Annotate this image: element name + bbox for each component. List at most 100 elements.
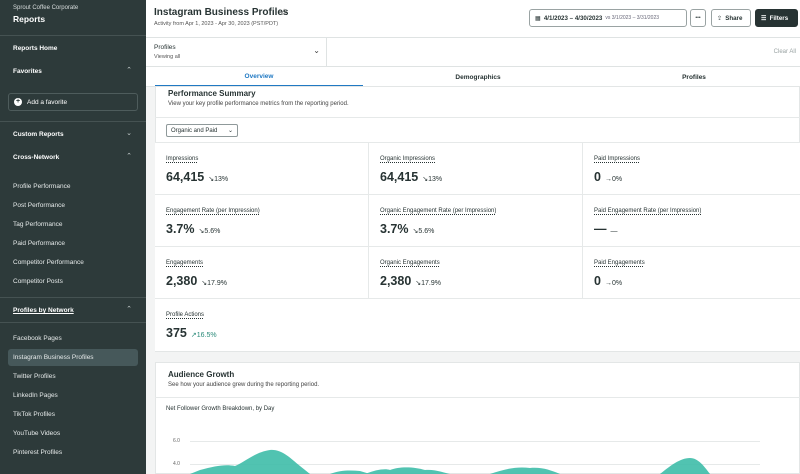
metric-label[interactable]: Paid Engagement Rate (per Impression) bbox=[594, 208, 702, 214]
profiles-selector[interactable]: Profiles Viewing all ⌄ bbox=[146, 38, 327, 67]
metric-label[interactable]: Organic Engagement Rate (per Impression) bbox=[380, 208, 497, 214]
clear-all-link[interactable]: Clear All bbox=[773, 49, 796, 55]
metric-value: 2,380 ↘17.9% bbox=[380, 274, 441, 288]
custom-reports-heading[interactable]: Custom Reports bbox=[13, 131, 64, 138]
metric-label[interactable]: Engagements bbox=[166, 260, 204, 266]
metric-label[interactable]: Organic Impressions bbox=[380, 156, 436, 162]
metric-number: 2,380 bbox=[166, 274, 198, 288]
metric-change: — bbox=[610, 228, 618, 235]
follower-growth-area-chart bbox=[190, 449, 710, 474]
metric-label[interactable]: Profile Actions bbox=[166, 312, 205, 318]
audience-subtitle: See how your audience grew during the re… bbox=[168, 382, 320, 388]
metric-number: 3.7% bbox=[380, 222, 409, 236]
more-icon: ••• bbox=[695, 15, 701, 21]
metric-number: 375 bbox=[166, 326, 187, 340]
sidebar-item-tiktok-profiles[interactable]: TikTok Profiles bbox=[13, 411, 56, 418]
sidebar-item-post-performance[interactable]: Post Performance bbox=[13, 202, 66, 209]
metric-change: ↘17.9% bbox=[201, 280, 227, 287]
profiles-label: Profiles bbox=[154, 44, 176, 51]
metric-organic-engagement-rate: Organic Engagement Rate (per Impression)… bbox=[369, 194, 583, 246]
sidebar-item-twitter-profiles[interactable]: Twitter Profiles bbox=[13, 373, 56, 380]
metric-value: 3.7% ↘5.6% bbox=[166, 222, 220, 236]
chevron-up-icon[interactable]: ⌃ bbox=[126, 67, 132, 74]
activity-range: Activity from Apr 1, 2023 - Apr 30, 2023… bbox=[154, 21, 279, 27]
tab-profiles[interactable]: Profiles bbox=[682, 73, 706, 81]
divider bbox=[0, 121, 146, 122]
sidebar-item-youtube-videos[interactable]: YouTube Videos bbox=[13, 430, 61, 437]
tab-bar: Overview Demographics Profiles bbox=[146, 67, 800, 87]
divider bbox=[155, 397, 800, 398]
metrics-grid: Impressions 64,415 ↘13% Organic Impressio… bbox=[155, 142, 800, 351]
metric-label[interactable]: Impressions bbox=[166, 156, 199, 162]
metric-paid-engagements: Paid Engagements 0 →0% bbox=[583, 246, 800, 298]
filters-icon: ☰ bbox=[761, 14, 767, 22]
metric-change: ↗16.5% bbox=[190, 332, 217, 339]
metric-number: 0 bbox=[594, 274, 601, 288]
metric-label[interactable]: Paid Impressions bbox=[594, 156, 641, 162]
plus-circle-icon: + bbox=[14, 98, 22, 106]
sidebar-item-reports-home[interactable]: Reports Home bbox=[13, 45, 58, 52]
sidebar-item-pinterest-profiles[interactable]: Pinterest Profiles bbox=[13, 449, 63, 456]
metric-change: ↘13% bbox=[208, 176, 229, 183]
sidebar-item-competitor-performance[interactable]: Competitor Performance bbox=[13, 259, 84, 266]
chevron-down-icon: ⌄ bbox=[313, 46, 320, 55]
metric-profile-actions: Profile Actions 375 ↗16.5% bbox=[155, 298, 800, 351]
y-tick-label: 6.0 bbox=[173, 438, 180, 444]
metric-label[interactable]: Paid Engagements bbox=[594, 260, 645, 266]
sidebar-item-profile-performance[interactable]: Profile Performance bbox=[13, 183, 71, 190]
sidebar: Sprout Coffee Corporate Reports Reports … bbox=[0, 0, 146, 474]
profiles-sub: Viewing all bbox=[154, 54, 181, 60]
sidebar-title[interactable]: Reports bbox=[13, 14, 46, 24]
filters-label: Filters bbox=[769, 14, 789, 22]
add-favorite-button[interactable]: + Add a favorite bbox=[8, 93, 138, 111]
audience-title: Audience Growth bbox=[168, 370, 235, 379]
share-label: Share bbox=[725, 14, 743, 22]
performance-title: Performance Summary bbox=[168, 89, 256, 98]
metric-change: →0% bbox=[604, 176, 623, 183]
divider bbox=[0, 35, 146, 36]
chart-title: Net Follower Growth Breakdown, by Day bbox=[166, 406, 275, 412]
dropdown-value: Organic and Paid bbox=[171, 127, 218, 134]
chevron-up-icon[interactable]: ⌃ bbox=[126, 153, 132, 160]
sidebar-item-competitor-posts[interactable]: Competitor Posts bbox=[13, 278, 63, 285]
metric-value: 0 →0% bbox=[594, 274, 622, 288]
main-content: Instagram Business Profiles ☆ Activity f… bbox=[146, 0, 800, 474]
filters-button[interactable]: ☰ Filters bbox=[755, 9, 798, 27]
metric-number: — bbox=[594, 222, 607, 236]
metric-label[interactable]: Engagement Rate (per Impression) bbox=[166, 208, 260, 214]
chevron-up-icon[interactable]: ⌃ bbox=[126, 306, 132, 313]
metric-value: 3.7% ↘5.6% bbox=[380, 222, 434, 236]
compare-range-label: vs 3/1/2023 – 3/31/2023 bbox=[605, 15, 660, 21]
metric-engagement-rate: Engagement Rate (per Impression) 3.7% ↘5.… bbox=[155, 194, 369, 246]
organic-paid-dropdown[interactable]: Organic and Paid ⌄ bbox=[166, 124, 238, 137]
profiles-bar: Profiles Viewing all ⌄ Clear All bbox=[146, 38, 800, 67]
page-header: Instagram Business Profiles ☆ Activity f… bbox=[146, 0, 800, 38]
sidebar-item-linkedin-pages[interactable]: LinkedIn Pages bbox=[13, 392, 58, 399]
divider bbox=[0, 322, 146, 323]
date-range-button[interactable]: ▦ 4/1/2023 – 4/30/2023 vs 3/1/2023 – 3/3… bbox=[529, 9, 687, 27]
metric-engagements: Engagements 2,380 ↘17.9% bbox=[155, 246, 369, 298]
cross-network-heading[interactable]: Cross-Network bbox=[13, 154, 60, 161]
sidebar-item-paid-performance[interactable]: Paid Performance bbox=[13, 240, 66, 247]
share-button[interactable]: ⇪ Share bbox=[711, 9, 751, 27]
sidebar-item-facebook-pages[interactable]: Facebook Pages bbox=[13, 335, 62, 342]
date-range-label: 4/1/2023 – 4/30/2023 bbox=[543, 14, 603, 22]
metric-number: 64,415 bbox=[166, 170, 205, 184]
org-name[interactable]: Sprout Coffee Corporate bbox=[13, 5, 79, 11]
chevron-down-icon[interactable]: ⌄ bbox=[126, 130, 132, 137]
metric-change: →0% bbox=[604, 280, 623, 287]
metric-paid-engagement-rate: Paid Engagement Rate (per Impression) — — bbox=[583, 194, 800, 246]
tab-overview[interactable]: Overview bbox=[155, 67, 363, 87]
sidebar-item-tag-performance[interactable]: Tag Performance bbox=[13, 221, 63, 228]
metric-label[interactable]: Organic Engagements bbox=[380, 260, 440, 266]
more-button[interactable]: ••• bbox=[690, 9, 706, 27]
calendar-icon: ▦ bbox=[535, 14, 541, 22]
profiles-by-network-heading[interactable]: Profiles by Network bbox=[13, 307, 74, 314]
favorites-heading[interactable]: Favorites bbox=[13, 68, 42, 75]
sidebar-item-instagram-business-profiles[interactable]: Instagram Business Profiles bbox=[13, 354, 94, 361]
star-icon[interactable]: ☆ bbox=[280, 7, 289, 17]
metric-number: 2,380 bbox=[380, 274, 412, 288]
metric-value: 64,415 ↘13% bbox=[380, 170, 442, 184]
metric-number: 64,415 bbox=[380, 170, 419, 184]
tab-demographics[interactable]: Demographics bbox=[455, 73, 501, 81]
